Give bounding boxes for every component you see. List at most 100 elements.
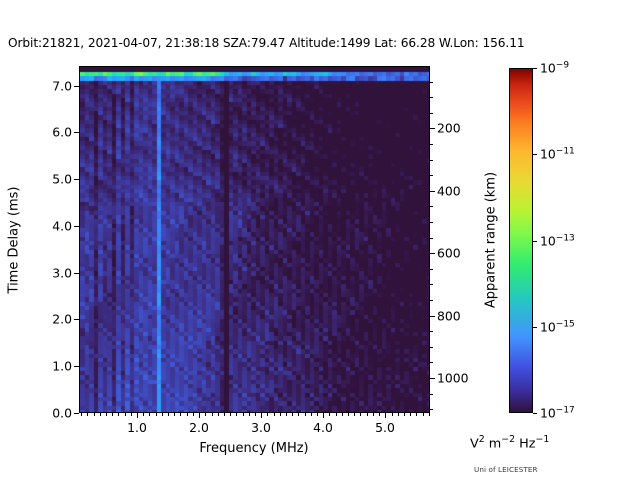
colorbar-tick-label: 10−13 [540, 233, 575, 249]
heatmap-image [80, 67, 429, 412]
tick-mark [74, 86, 79, 87]
tick-mark [392, 413, 393, 416]
tick-mark [373, 413, 374, 416]
colorbar-tick-label: 10−11 [540, 146, 575, 162]
tick-mark [311, 413, 312, 416]
tick-mark [430, 160, 433, 161]
tick-mark [416, 413, 417, 416]
tick-mark [74, 132, 79, 133]
x-tick-label: 5.0 [375, 420, 395, 435]
tick-mark [430, 206, 433, 207]
y-tick-label: 0.0 [52, 405, 72, 421]
ionogram-heatmap[interactable] [79, 66, 430, 413]
tick-mark [205, 413, 206, 416]
institution-credit: Uni of LEICESTER [474, 465, 538, 474]
tick-mark [137, 413, 138, 418]
tick-mark [74, 273, 79, 274]
right-tick-label: 400 [437, 183, 461, 199]
tick-mark [212, 413, 213, 416]
tick-mark [430, 362, 433, 363]
tick-mark [156, 413, 157, 416]
tick-mark [430, 331, 433, 332]
tick-mark [131, 413, 132, 416]
tick-mark [430, 269, 433, 270]
x-tick-label: 2.0 [189, 420, 209, 435]
tick-mark [249, 413, 250, 416]
tick-mark [430, 284, 433, 285]
y-tick-label: 6.0 [52, 124, 72, 140]
tick-mark [429, 413, 430, 416]
tick-mark [81, 413, 82, 416]
colorbar-tick-label: 10−15 [540, 319, 575, 335]
tick-mark [280, 413, 281, 416]
tick-mark [74, 366, 79, 367]
tick-mark [354, 413, 355, 416]
colorbar-tick [533, 327, 537, 328]
tick-mark [430, 409, 433, 410]
colorbar-tick-label: 10−9 [540, 60, 570, 76]
tick-mark [430, 144, 433, 145]
tick-mark [430, 316, 435, 317]
tick-mark [143, 413, 144, 416]
tick-mark [404, 413, 405, 416]
tick-mark [430, 378, 435, 379]
tick-mark [100, 413, 101, 416]
tick-mark [162, 413, 163, 416]
tick-mark [430, 175, 433, 176]
tick-mark [106, 413, 107, 416]
tick-mark [430, 347, 433, 348]
colorbar-tick [533, 413, 537, 414]
tick-mark [430, 253, 435, 254]
y-axis-label: Time Delay (ms) [6, 186, 22, 294]
colorbar-tick-label: 10−17 [540, 405, 575, 421]
tick-mark [360, 413, 361, 416]
tick-mark [430, 394, 433, 395]
tick-mark [199, 413, 200, 418]
x-axis-label: Frequency (MHz) [199, 441, 309, 456]
x-tick-label: 3.0 [251, 420, 271, 435]
tick-mark [74, 226, 79, 227]
tick-mark [236, 413, 237, 416]
tick-mark [112, 413, 113, 416]
tick-mark [243, 413, 244, 416]
colorbar[interactable] [509, 68, 533, 413]
tick-mark [298, 413, 299, 416]
tick-mark [125, 413, 126, 416]
tick-mark [180, 413, 181, 416]
tick-mark [267, 413, 268, 416]
tick-mark [74, 413, 79, 414]
tick-mark [385, 413, 386, 418]
tick-mark [87, 413, 88, 416]
tick-mark [286, 413, 287, 416]
tick-mark [348, 413, 349, 416]
tick-mark [149, 413, 150, 416]
tick-mark [430, 82, 433, 83]
tick-mark [230, 413, 231, 416]
tick-mark [274, 413, 275, 416]
tick-mark [317, 413, 318, 416]
tick-mark [430, 191, 435, 192]
y-tick-label: 5.0 [52, 171, 72, 187]
x-tick-label: 4.0 [313, 420, 333, 435]
tick-mark [342, 413, 343, 416]
tick-mark [255, 413, 256, 416]
tick-mark [398, 413, 399, 416]
tick-mark [74, 179, 79, 180]
tick-mark [174, 413, 175, 416]
tick-mark [423, 413, 424, 416]
y-tick-label: 7.0 [52, 78, 72, 94]
tick-mark [305, 413, 306, 416]
right-tick-label: 600 [437, 245, 461, 261]
tick-mark [430, 113, 433, 114]
y-tick-label: 4.0 [52, 218, 72, 234]
tick-mark [292, 413, 293, 416]
tick-mark [336, 413, 337, 416]
colorbar-tick [533, 68, 537, 69]
tick-mark [94, 413, 95, 416]
tick-mark [224, 413, 225, 416]
page-title: Orbit:21821, 2021-04-07, 21:38:18 SZA:79… [8, 36, 525, 50]
right-axis-label: Apparent range (km) [483, 171, 499, 309]
tick-mark [218, 413, 219, 416]
colorbar-tick [533, 241, 537, 242]
